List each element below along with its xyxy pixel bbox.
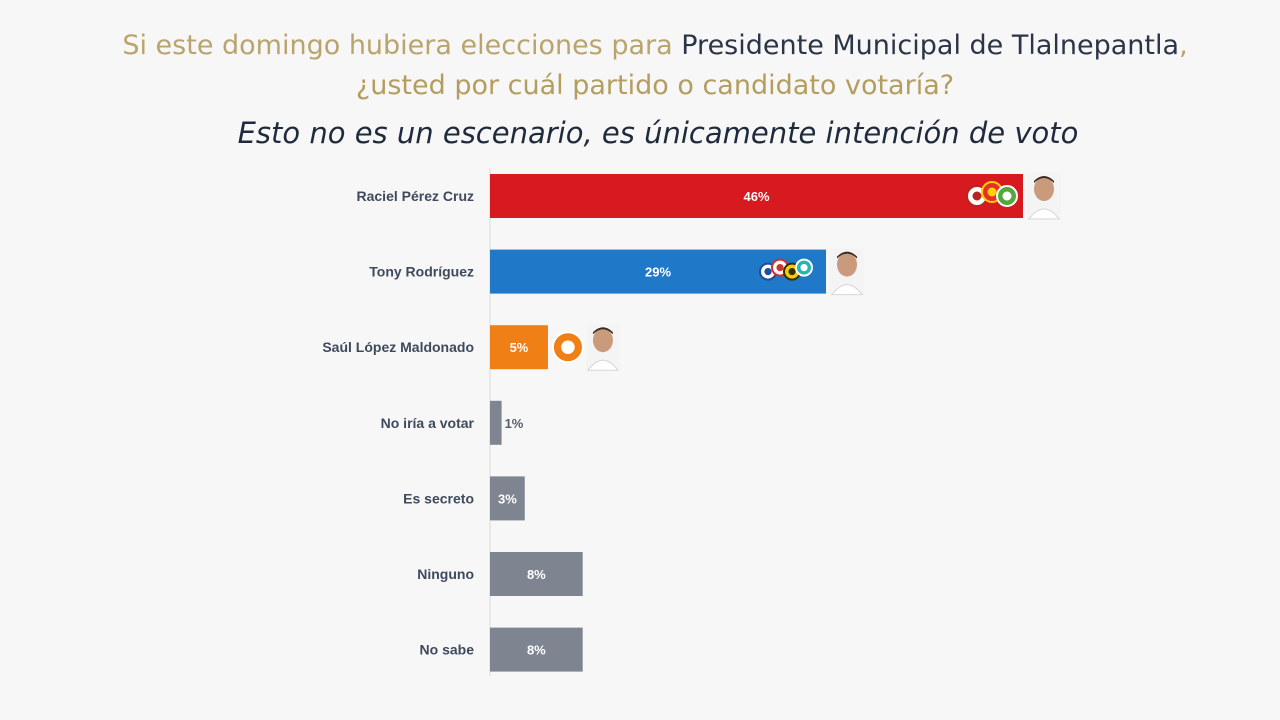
data-label: 8% xyxy=(527,643,546,658)
bar xyxy=(490,325,548,370)
question-line-1: Si este domingo hubiera elecciones para … xyxy=(0,26,1280,66)
candidate-photo-icon xyxy=(1027,173,1061,220)
question-text-1: Si este domingo hubiera elecciones para xyxy=(122,30,682,61)
candidate-photo-icon xyxy=(585,324,620,371)
bar xyxy=(490,400,502,445)
bar xyxy=(490,627,583,672)
bars-group: Raciel Pérez Cruz 46% Tony Rodríguez 29% Saú… xyxy=(322,174,1023,672)
na-logo-icon xyxy=(795,258,814,277)
icons-group xyxy=(551,173,1061,371)
chart-subtitle: Esto no es un escenario, es únicamente i… xyxy=(237,116,1079,150)
question-title: Si este domingo hubiera elecciones para … xyxy=(0,26,1280,106)
question-line-2: ¿usted por cuál partido o candidato vota… xyxy=(355,70,955,101)
category-label: Tony Rodríguez xyxy=(369,264,474,280)
bar xyxy=(490,552,583,596)
data-label: 29% xyxy=(645,265,671,280)
data-label: 46% xyxy=(743,189,769,204)
data-label: 1% xyxy=(505,416,524,431)
data-label: 3% xyxy=(498,491,517,506)
data-label: 5% xyxy=(510,340,529,355)
bar xyxy=(490,476,525,521)
candidate-photo-icon xyxy=(830,248,865,296)
category-label: No iría a votar xyxy=(381,415,475,431)
category-label: Raciel Pérez Cruz xyxy=(357,188,475,204)
question-highlight: Presidente Municipal de Tlalnepantla xyxy=(681,30,1180,61)
category-label: Ninguno xyxy=(417,566,474,582)
question-comma: , xyxy=(1179,30,1188,61)
category-label: Saúl López Maldonado xyxy=(322,339,474,355)
pvem-logo-icon xyxy=(996,185,1018,207)
data-label: 8% xyxy=(527,567,546,582)
movimiento-ciudadano-logo-icon xyxy=(551,331,584,364)
bar xyxy=(490,174,1023,218)
category-label: Es secreto xyxy=(403,490,474,506)
category-label: No sabe xyxy=(420,642,475,658)
